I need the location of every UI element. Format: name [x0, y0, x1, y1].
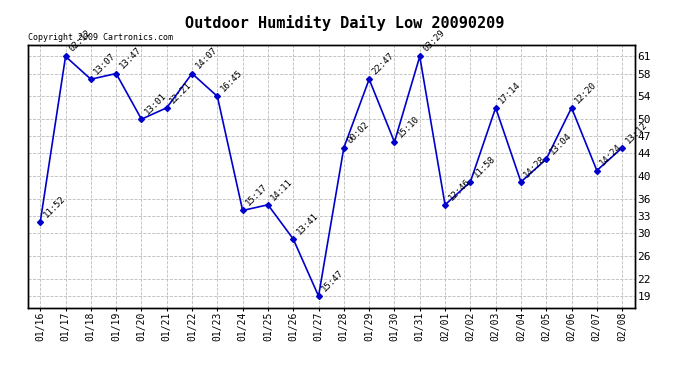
Text: 14:28: 14:28 [522, 154, 548, 179]
Text: 12:20: 12:20 [573, 80, 598, 105]
Text: 03:29: 03:29 [421, 28, 446, 54]
Text: 02:12: 02:12 [67, 28, 92, 54]
Text: 17:14: 17:14 [497, 80, 522, 105]
Text: 00:02: 00:02 [345, 120, 371, 145]
Text: 11:52: 11:52 [41, 194, 67, 219]
Text: 15:47: 15:47 [320, 268, 345, 293]
Text: 13:07: 13:07 [92, 51, 117, 76]
Text: 22:47: 22:47 [371, 51, 396, 76]
Text: 13:04: 13:04 [548, 131, 573, 156]
Text: 13:41: 13:41 [295, 211, 320, 236]
Text: 13:12: 13:12 [624, 120, 649, 145]
Text: Outdoor Humidity Daily Low 20090209: Outdoor Humidity Daily Low 20090209 [186, 15, 504, 31]
Text: 12:21: 12:21 [168, 80, 193, 105]
Text: 16:45: 16:45 [219, 68, 244, 94]
Text: 14:24: 14:24 [598, 142, 624, 168]
Text: 15:17: 15:17 [244, 182, 269, 208]
Text: Copyright 2009 Cartronics.com: Copyright 2009 Cartronics.com [28, 33, 172, 42]
Text: 13:47: 13:47 [117, 45, 143, 71]
Text: 14:07: 14:07 [193, 45, 219, 71]
Text: 15:10: 15:10 [396, 114, 421, 139]
Text: 13:01: 13:01 [143, 91, 168, 116]
Text: 11:58: 11:58 [472, 154, 497, 179]
Text: 12:46: 12:46 [446, 177, 472, 202]
Text: 14:11: 14:11 [269, 177, 295, 202]
